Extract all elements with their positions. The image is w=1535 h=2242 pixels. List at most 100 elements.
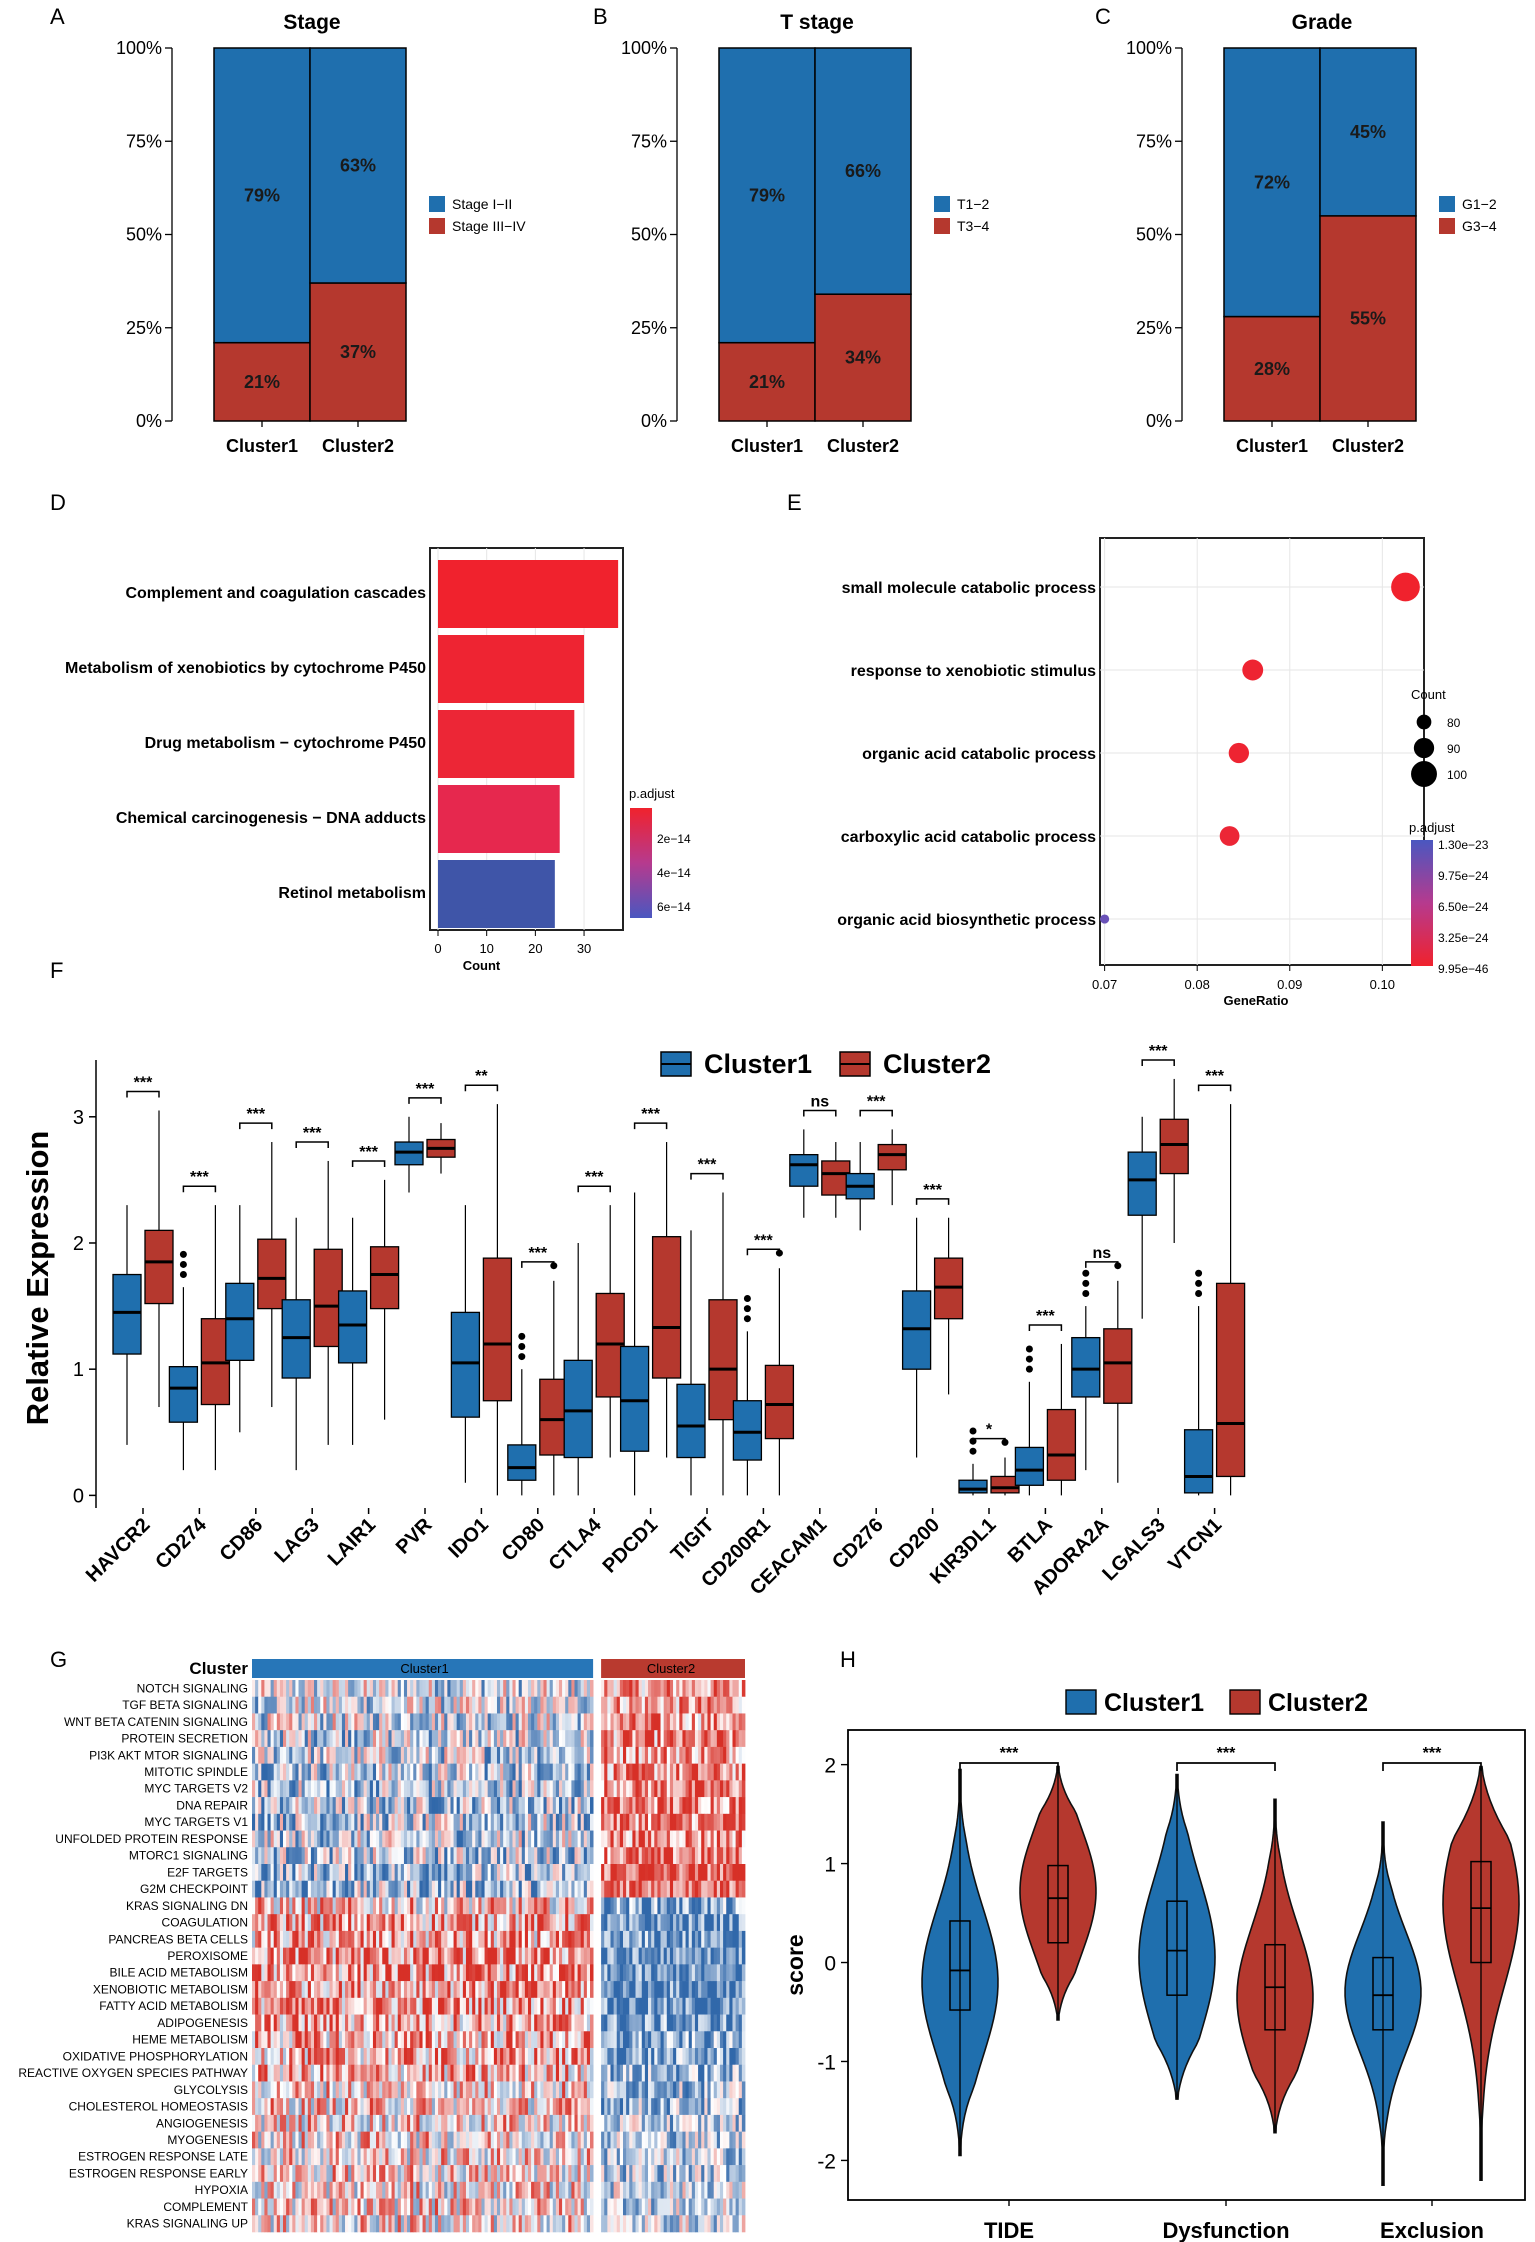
heatmap-cell bbox=[531, 1897, 535, 1915]
heatmap-cell bbox=[654, 1680, 658, 1698]
heatmap-cell bbox=[428, 2114, 433, 2132]
heatmap-cell bbox=[723, 2031, 727, 2049]
heatmap-cell bbox=[372, 2048, 377, 2066]
heatmap-cell bbox=[490, 1997, 495, 2015]
heatmap-cell bbox=[438, 2031, 442, 2049]
row-label: BILE ACID METABOLISM bbox=[110, 1966, 248, 1980]
heatmap-cell bbox=[419, 2031, 423, 2049]
heatmap-cell bbox=[568, 1914, 572, 1932]
heatmap-cell bbox=[403, 1947, 408, 1965]
heatmap-cell bbox=[444, 1914, 448, 1932]
heatmap-cell bbox=[613, 1897, 618, 1915]
heatmap-cell bbox=[562, 1680, 566, 1698]
heatmap-cell bbox=[568, 2148, 572, 2166]
heatmap-cell bbox=[616, 1797, 621, 1815]
heatmap-cell bbox=[732, 2098, 737, 2116]
heatmap-cell bbox=[586, 2014, 591, 2032]
heatmap-cell bbox=[307, 1713, 312, 1731]
heatmap-cell bbox=[478, 1880, 482, 1898]
heatmap-cell bbox=[713, 1997, 718, 2015]
heatmap-cell bbox=[301, 1947, 306, 1965]
heatmap-cell bbox=[524, 1880, 529, 1898]
heatmap-cell bbox=[648, 2081, 652, 2099]
heatmap-cell bbox=[574, 1696, 578, 1714]
heatmap-cell bbox=[586, 1997, 591, 2015]
heatmap-cell bbox=[469, 2148, 473, 2166]
heatmap-cell bbox=[666, 1746, 671, 1764]
heatmap-cell bbox=[565, 1797, 569, 1815]
heatmap-cell bbox=[549, 1797, 554, 1815]
heatmap-cell bbox=[704, 1680, 708, 1698]
heatmap-cell bbox=[704, 1847, 708, 1865]
heatmap-cell bbox=[255, 1763, 259, 1781]
heatmap-cell bbox=[447, 1797, 451, 1815]
heatmap-cell bbox=[694, 2064, 699, 2082]
heatmap-cell bbox=[616, 1997, 621, 2015]
heatmap-cell bbox=[632, 1847, 636, 1865]
heatmap-cell bbox=[317, 2014, 321, 2032]
heatmap-cell bbox=[338, 1680, 343, 1698]
heatmap-cell bbox=[626, 1696, 630, 1714]
heatmap-cell bbox=[496, 2081, 501, 2099]
heatmap-cell bbox=[416, 2048, 420, 2066]
heatmap-cell bbox=[707, 2081, 711, 2099]
heatmap-cell bbox=[632, 1830, 636, 1848]
heatmap-cell bbox=[741, 1847, 746, 1865]
heatmap-cell bbox=[295, 1830, 299, 1848]
heatmap-cell bbox=[304, 2064, 309, 2082]
heatmap-cell bbox=[310, 1947, 315, 1965]
heatmap-cell bbox=[286, 1763, 290, 1781]
heatmap-cell bbox=[546, 1713, 551, 1731]
heatmap-cell bbox=[332, 1897, 337, 1915]
heatmap-cell bbox=[487, 2098, 492, 2116]
heatmap-cell bbox=[400, 1713, 405, 1731]
heatmap-cell bbox=[568, 1713, 572, 1731]
heatmap-cell bbox=[669, 2081, 674, 2099]
heatmap-cell bbox=[506, 2148, 510, 2166]
heatmap-cell bbox=[286, 1981, 290, 1999]
heatmap-cell bbox=[478, 1797, 482, 1815]
heatmap-cell bbox=[407, 1880, 411, 1898]
heatmap-cell bbox=[549, 1864, 554, 1882]
heatmap-cell bbox=[310, 1981, 315, 1999]
heatmap-cell bbox=[252, 1981, 256, 1999]
heatmap-cell bbox=[450, 1797, 454, 1815]
heatmap-cell bbox=[729, 1914, 733, 1932]
heatmap-cell bbox=[716, 1696, 721, 1714]
heatmap-cell bbox=[719, 1813, 724, 1831]
heatmap-cell bbox=[416, 1813, 420, 1831]
heatmap-cell bbox=[422, 1880, 427, 1898]
heatmap-cell bbox=[735, 1914, 740, 1932]
heatmap-cell bbox=[413, 2098, 417, 2116]
heatmap-cell bbox=[341, 1730, 346, 1748]
heatmap-cell bbox=[710, 1780, 715, 1798]
heatmap-cell bbox=[366, 1864, 371, 1882]
heatmap-cell bbox=[537, 2014, 541, 2032]
heatmap-cell bbox=[663, 1997, 668, 2015]
heatmap-cell bbox=[644, 2098, 649, 2116]
heatmap-cell bbox=[500, 1797, 504, 1815]
heatmap-cell bbox=[738, 1730, 743, 1748]
heatmap-cell bbox=[732, 2064, 737, 2082]
heatmap-cell bbox=[586, 1847, 591, 1865]
heatmap-cell bbox=[531, 1880, 535, 1898]
heatmap-cell bbox=[571, 1830, 575, 1848]
heatmap-cell bbox=[707, 1797, 711, 1815]
heatmap-cell bbox=[589, 1897, 594, 1915]
heatmap-cell bbox=[469, 1730, 473, 1748]
heatmap-cell bbox=[428, 1981, 433, 1999]
heatmap-cell bbox=[558, 1680, 563, 1698]
bar-drug-metabolism-cytochrome-p450 bbox=[438, 710, 575, 778]
heatmap-cell bbox=[524, 1997, 529, 2015]
heatmap-cell bbox=[638, 1746, 643, 1764]
heatmap-cell bbox=[416, 2114, 420, 2132]
heatmap-cell bbox=[310, 1780, 315, 1798]
heatmap-cell bbox=[694, 1847, 699, 1865]
heatmap-cell bbox=[403, 1730, 408, 1748]
heatmap-cell bbox=[543, 2031, 547, 2049]
heatmap-cell bbox=[512, 1830, 516, 1848]
heatmap-cell bbox=[716, 1914, 721, 1932]
heatmap-cell bbox=[376, 1880, 380, 1898]
heatmap-cell bbox=[270, 2064, 275, 2082]
heatmap-cell bbox=[546, 2014, 551, 2032]
